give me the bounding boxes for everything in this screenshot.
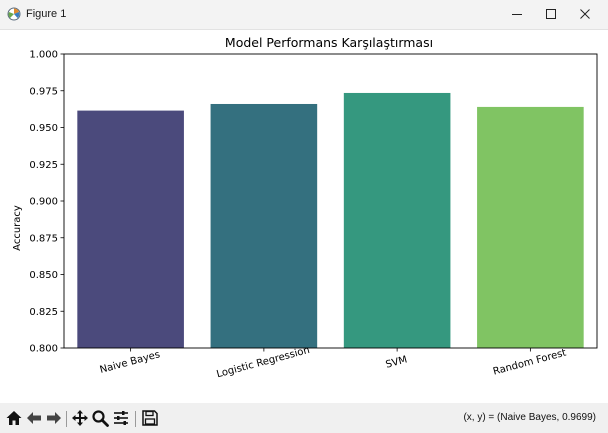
x-tick-label: Random Forest (492, 348, 568, 378)
maximize-button[interactable] (528, 0, 574, 29)
y-tick-label: 0.875 (29, 233, 58, 244)
figure-canvas[interactable]: Model Performans Karşılaştırması Accurac… (0, 30, 608, 403)
x-axis: Naive Bayes Logistic Regression SVM Random … (99, 345, 568, 380)
x-tick-label: Naive Bayes (99, 349, 162, 376)
back-icon[interactable] (25, 409, 43, 427)
bar-random-forest (477, 106, 584, 348)
y-tick-label: 0.800 (29, 344, 58, 355)
save-icon[interactable] (141, 409, 159, 427)
zoom-icon[interactable] (91, 409, 109, 427)
navigation-toolbar: (x, y) = (Naive Bayes, 0.9699) (0, 403, 608, 433)
y-tick-label: 0.975 (29, 86, 58, 97)
pan-icon[interactable] (71, 409, 89, 427)
y-tick-label: 0.925 (29, 160, 58, 171)
y-tick-label: 0.850 (29, 270, 58, 281)
x-tick-label: Logistic Regression (215, 345, 311, 380)
cursor-coordinates: (x, y) = (Naive Bayes, 0.9699) (463, 412, 596, 423)
y-axis: 0.800 0.825 0.850 0.875 0.900 0.925 0.950 0.975… (29, 50, 64, 355)
y-tick-label: 1.000 (29, 50, 58, 61)
bar-chart: Model Performans Karşılaştırması Accurac… (12, 35, 598, 380)
bar-naive-bayes (77, 110, 184, 348)
maximize-icon (546, 9, 556, 19)
close-button[interactable] (562, 0, 608, 29)
chart-title: Model Performans Karşılaştırması (225, 35, 433, 50)
window-titlebar: Figure 1 (0, 0, 608, 30)
minimize-button[interactable] (494, 0, 540, 29)
bar-svm (343, 92, 451, 348)
matplotlib-app-icon (7, 7, 21, 21)
forward-icon[interactable] (45, 409, 63, 427)
y-tick-label: 0.900 (29, 197, 58, 208)
home-icon[interactable] (5, 409, 23, 427)
bars-group (77, 92, 584, 348)
configure-subplots-icon[interactable] (112, 409, 130, 427)
axes-frame (63, 53, 598, 349)
minimize-icon (512, 14, 522, 15)
y-tick-label: 0.950 (29, 123, 58, 134)
y-tick-label: 0.825 (29, 307, 58, 318)
toolbar-separator (135, 411, 136, 427)
window-title: Figure 1 (26, 8, 67, 20)
toolbar-separator (66, 411, 67, 427)
bar-logistic-regression (210, 103, 318, 348)
close-icon (580, 9, 590, 19)
y-axis-label: Accuracy (12, 205, 23, 251)
x-tick-label: SVM (385, 354, 409, 370)
